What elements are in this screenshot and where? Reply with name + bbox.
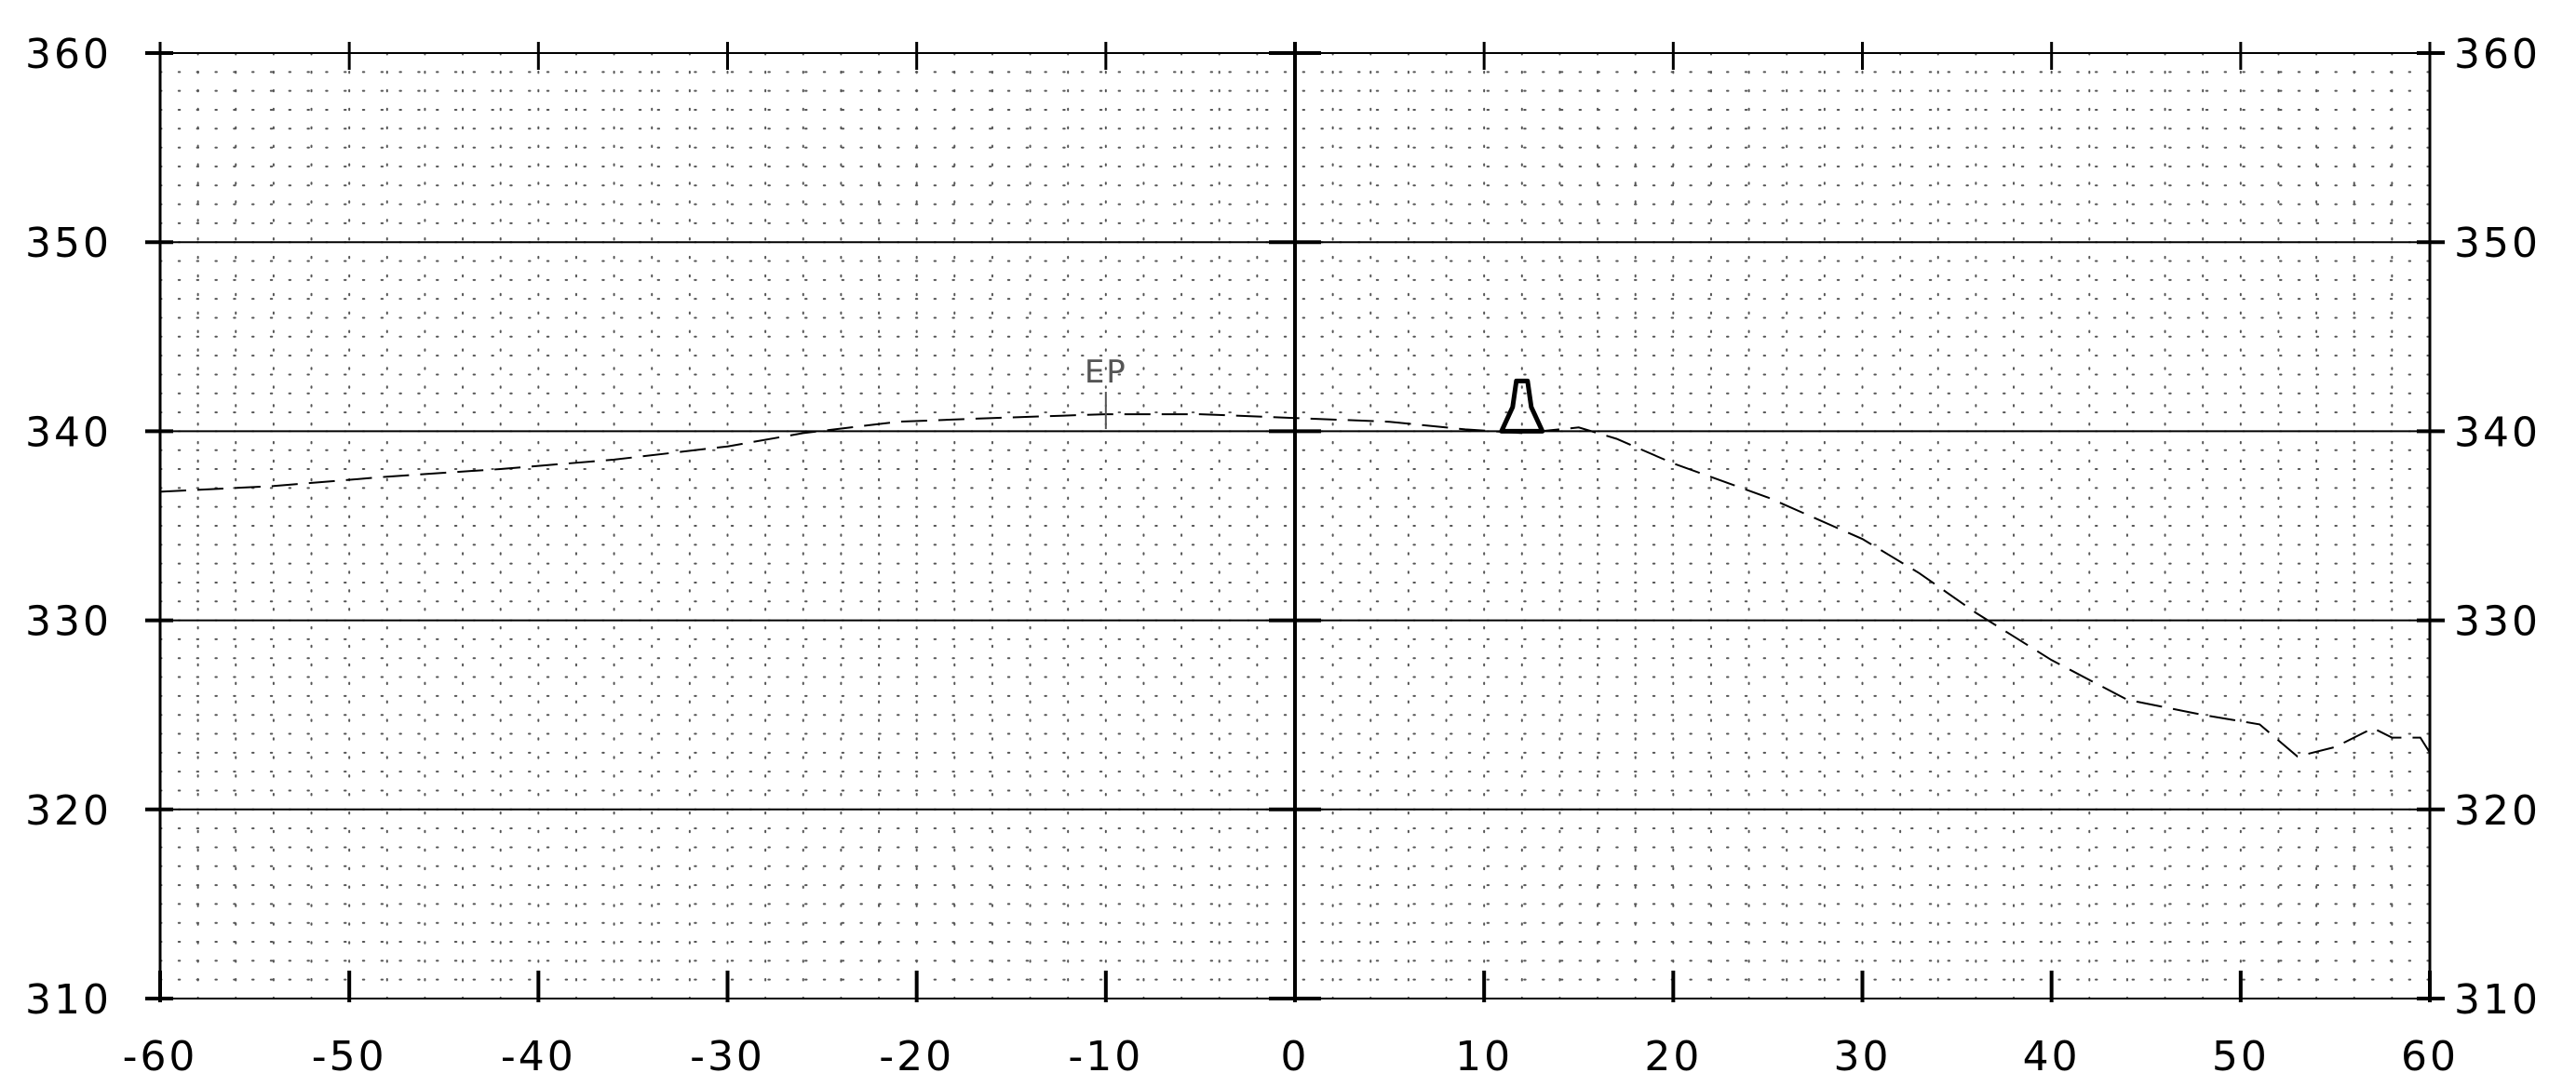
axes [158, 53, 2432, 999]
tick-labels: 310 310 320 320 330 330 340 340 350 350 360 360 -60 -… [25, 31, 2541, 1073]
series-line [159, 413, 2431, 758]
curb-marker [1499, 378, 1545, 434]
x-tick-label: 10 [1455, 1033, 1513, 1073]
y-tick-label-left: 330 [25, 598, 112, 646]
ground-profile-series [159, 413, 2431, 758]
x-tick-label: 50 [2212, 1033, 2270, 1073]
x-tick-label: -20 [879, 1033, 954, 1073]
y-tick-label-left: 340 [25, 409, 112, 456]
y-tick-label-left: 310 [25, 976, 112, 1024]
x-tick-label: 30 [1834, 1033, 1892, 1073]
x-tick-label: -50 [312, 1033, 387, 1073]
x-tick-label: 0 [1281, 1033, 1310, 1073]
annotation-label: EP [1085, 354, 1127, 391]
x-tick-label: -10 [1068, 1033, 1143, 1073]
y-tick-label-right: 360 [2454, 31, 2541, 78]
x-tick-label: 40 [2023, 1033, 2081, 1073]
axis-ticks [145, 42, 2445, 1002]
y-tick-label-left: 320 [25, 787, 112, 835]
y-tick-label-right: 330 [2454, 598, 2541, 646]
y-tick-label-left: 350 [25, 220, 112, 267]
y-tick-label-right: 340 [2454, 409, 2541, 456]
x-tick-label: -60 [123, 1033, 198, 1073]
x-tick-label: -40 [501, 1033, 576, 1073]
x-tick-label: 60 [2401, 1033, 2459, 1073]
y-tick-label-left: 360 [25, 31, 112, 78]
x-tick-label: -30 [690, 1033, 765, 1073]
annotations: EP [1085, 354, 1545, 434]
y-tick-label-right: 310 [2454, 976, 2541, 1024]
y-tick-label-right: 320 [2454, 787, 2541, 835]
x-tick-label: 20 [1644, 1033, 1702, 1073]
y-tick-label-right: 350 [2454, 220, 2541, 267]
